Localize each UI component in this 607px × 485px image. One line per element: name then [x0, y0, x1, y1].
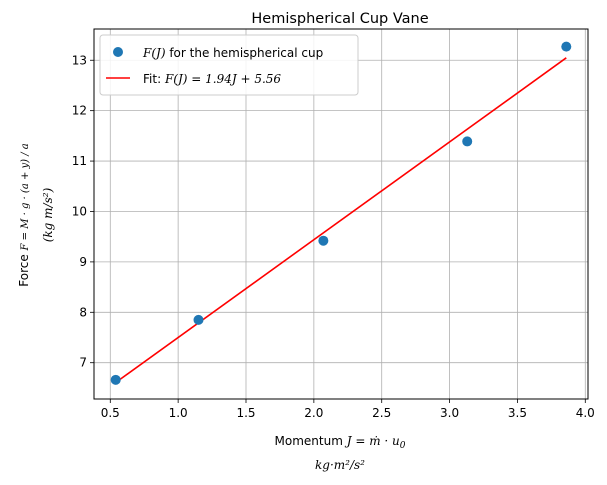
data-point [561, 41, 572, 52]
y-tick-label: 9 [79, 255, 87, 269]
data-point [193, 314, 204, 325]
fit-line [115, 57, 567, 384]
x-tick-label: 3.5 [508, 406, 527, 420]
x-axis-label-math: J = ṁ · u [344, 434, 400, 448]
y-tick-label: 7 [79, 356, 87, 370]
x-tick-label: 3.0 [440, 406, 459, 420]
scatter-points [110, 41, 572, 385]
grid [94, 29, 588, 399]
legend-entry-fit-math: F(J) = 1.94J + 5.56 [164, 72, 281, 86]
data-point [110, 374, 121, 385]
y-tick-label: 12 [72, 104, 87, 118]
legend-entry-fit: Fit: F(J) = 1.94J + 5.56 [143, 72, 281, 86]
legend-entry-scatter: F(J) for the hemispherical cup [142, 46, 323, 60]
x-tick-label: 1.0 [169, 406, 188, 420]
y-axis-ticks: 7 8 9 10 11 12 13 [72, 53, 94, 370]
x-tick-label: 2.0 [304, 406, 323, 420]
x-tick-label: 2.5 [372, 406, 391, 420]
x-axis-label-subscript: 0 [400, 441, 406, 451]
x-tick-label: 4.0 [576, 406, 595, 420]
plot-frame [93, 28, 589, 400]
y-axis-label-line1: Force F = M · g · (a + y) / a [17, 143, 31, 287]
y-axis-label-prefix: Force [17, 250, 31, 286]
x-tick-label: 0.5 [101, 406, 120, 420]
y-axis-label-line2: (kg m/s²) [41, 187, 55, 242]
data-point [462, 136, 473, 147]
legend-box [99, 34, 359, 96]
y-axis-label-math: F = M · g · (a + y) / a [20, 143, 31, 251]
fit-line-layer [115, 57, 567, 384]
x-axis-ticks: 0.5 1.0 1.5 2.0 2.5 3.0 3.5 4.0 [101, 399, 595, 420]
legend: F(J) for the hemispherical cup Fit: F(J)… [99, 34, 359, 96]
y-tick-label: 8 [79, 305, 87, 319]
x-axis-label-line2: kg·m²/s² [315, 458, 365, 472]
x-axis-label-prefix: Momentum [275, 434, 347, 448]
x-tick-label: 1.5 [236, 406, 255, 420]
x-axis-label-line1: Momentum J = ṁ · u0 [275, 434, 406, 451]
data-point [318, 235, 329, 246]
legend-entry-fit-text: Fit: [143, 72, 165, 86]
chart-title: Hemispherical Cup Vane [251, 11, 428, 27]
y-tick-label: 11 [72, 154, 87, 168]
y-tick-label: 10 [72, 204, 87, 218]
legend-entry-scatter-text: for the hemispherical cup [166, 46, 324, 60]
legend-scatter-marker [113, 47, 123, 57]
legend-entry-scatter-math: F(J) [142, 46, 166, 60]
y-tick-label: 13 [72, 53, 87, 67]
